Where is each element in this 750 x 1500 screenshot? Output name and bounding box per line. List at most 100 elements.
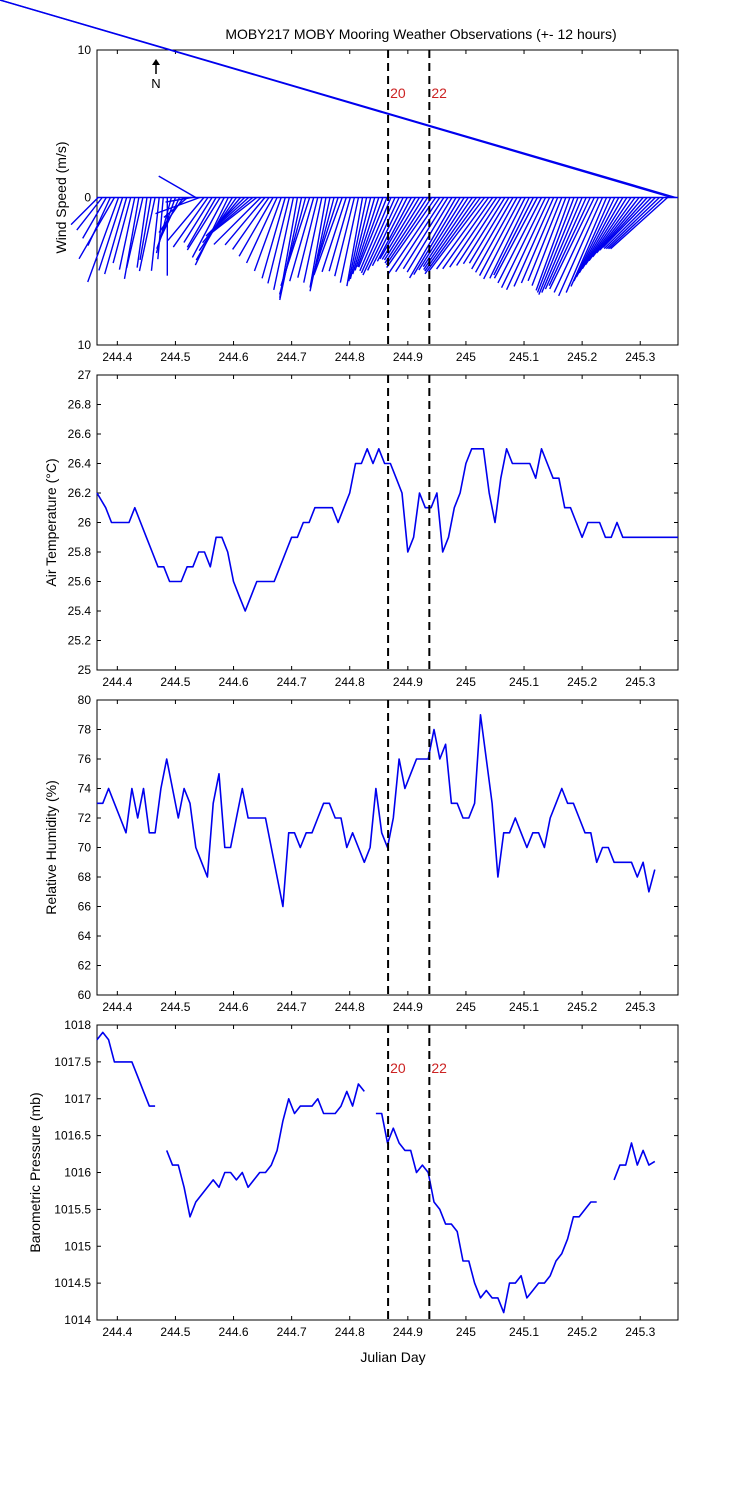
y-tick-label: 1014	[64, 1313, 91, 1327]
x-tick-label: 244.8	[335, 1325, 365, 1339]
x-tick-label: 244.7	[277, 675, 307, 689]
x-tick-label: 244.7	[277, 1325, 307, 1339]
wind-vector	[413, 197, 461, 275]
wind-vector	[261, 197, 286, 279]
wind-vector	[402, 197, 449, 270]
wind-vector	[313, 197, 343, 276]
marker-label: 20	[390, 85, 406, 101]
wind-vector	[549, 197, 595, 290]
y-tick-label: 68	[78, 870, 92, 884]
x-tick-label: 244.9	[393, 1000, 423, 1014]
x-tick-label: 245.2	[567, 350, 597, 364]
y-tick-label: 1014.5	[54, 1276, 91, 1290]
y-tick-label: 27	[78, 368, 92, 382]
wind-vector	[70, 197, 99, 226]
wind-vector	[158, 175, 197, 199]
y-tick-label: 25	[78, 663, 92, 677]
wind-vector	[167, 197, 205, 241]
y-tick-label: 74	[78, 782, 92, 796]
wind-vector	[358, 197, 388, 268]
wind-vector	[536, 197, 575, 293]
wind-vector	[157, 197, 164, 260]
x-tick-label: 245	[456, 350, 476, 364]
wind-vector	[191, 197, 225, 258]
wind-vector	[186, 197, 221, 251]
wind-vector	[478, 197, 522, 276]
y-axis-label: Relative Humidity (%)	[43, 780, 59, 915]
y-tick-label: 1017	[64, 1092, 91, 1106]
barometric-pressure-panel: 1014 1014.5 1015 1015.5 1016 1016.5 1017 1017.5…	[27, 1018, 679, 1339]
wind-vector	[273, 197, 295, 290]
y-tick-label: 25.6	[68, 575, 92, 589]
wind-vector	[513, 197, 555, 287]
wind-vector	[297, 197, 319, 278]
wind-vector	[592, 197, 640, 258]
wind-vector	[538, 197, 579, 295]
wind-vector	[118, 197, 136, 270]
y-tick-label: 1016.5	[54, 1129, 91, 1143]
wind-vector	[346, 197, 364, 287]
wind-vector	[422, 197, 469, 268]
y-axis-label: Air Temperature (°C)	[43, 458, 59, 586]
wind-panel: 10 0 10 244.4 244.5 244.6 244.7 244.8 244.9 245 24…	[0, 0, 679, 364]
y-tick-label: 0	[84, 191, 91, 205]
wind-vector	[354, 197, 380, 271]
wind-vector	[339, 197, 360, 283]
x-tick-label: 244.8	[335, 675, 365, 689]
wind-vector	[573, 197, 616, 282]
wind-vector	[602, 197, 652, 248]
wind-vector	[395, 197, 445, 273]
air-temperature-panel: 25 25.2 25.4 25.6 25.8 26 26.2 26.4 26.6 26.8 27 24…	[43, 368, 679, 689]
wind-vector	[371, 197, 408, 267]
wind-vector	[553, 197, 600, 293]
y-tick-label: 76	[78, 752, 92, 766]
wind-vector	[360, 197, 396, 274]
x-tick-label: 245	[456, 1325, 476, 1339]
y-tick-label: 26	[78, 516, 92, 530]
wind-vector	[468, 197, 510, 264]
wind-vector	[418, 197, 465, 271]
wind-vector	[280, 197, 311, 287]
x-tick-label: 245.2	[567, 1325, 597, 1339]
wind-vector	[527, 197, 563, 282]
wind-vector	[155, 196, 201, 215]
wind-vector	[408, 197, 457, 279]
x-tick-label: 244.4	[102, 1325, 132, 1339]
y-tick-label: 26.4	[68, 457, 92, 471]
x-tick-label: 244.5	[160, 675, 190, 689]
relative-humidity-panel: 60 62 64 66 68 70 72 74 76 78 80 244.4 244.5 244.6 244…	[43, 693, 679, 1014]
y-tick-label: 1018	[64, 1018, 91, 1032]
wind-vector	[588, 197, 636, 262]
wind-vector	[423, 197, 473, 271]
wind-vector	[104, 197, 128, 275]
wind-vector	[158, 197, 185, 233]
x-tick-label: 244.5	[160, 350, 190, 364]
x-tick-label: 245.1	[509, 1000, 539, 1014]
barometric_pressure-series-line	[96, 1031, 656, 1314]
wind-vector	[303, 197, 323, 283]
y-tick-label: 64	[78, 929, 92, 943]
y-tick-label: 1016	[64, 1166, 91, 1180]
relative_humidity-series-line	[97, 714, 656, 908]
wind-vector	[232, 197, 270, 250]
x-tick-label: 244.6	[219, 350, 249, 364]
y-axis-label: Wind Speed (m/s)	[53, 141, 69, 253]
wind-vector	[599, 197, 648, 251]
x-tick-label: 245.2	[567, 1000, 597, 1014]
wind-vector	[541, 197, 583, 293]
y-tick-label: 80	[78, 693, 92, 707]
wind-vector	[493, 197, 539, 279]
wind-vector	[575, 197, 620, 278]
wind-vector	[362, 197, 400, 276]
wind-vector	[424, 197, 477, 272]
wind-vector	[565, 197, 608, 293]
wind-vector	[428, 197, 486, 273]
x-tick-label: 245	[456, 1000, 476, 1014]
wind-vector	[163, 196, 189, 218]
wind-vector	[125, 197, 144, 269]
y-tick-label: 78	[78, 723, 92, 737]
y-tick-label: 25.2	[68, 634, 92, 648]
wind-vector	[535, 197, 571, 291]
wind-vector	[211, 196, 258, 234]
y-tick-label: 62	[78, 959, 92, 973]
